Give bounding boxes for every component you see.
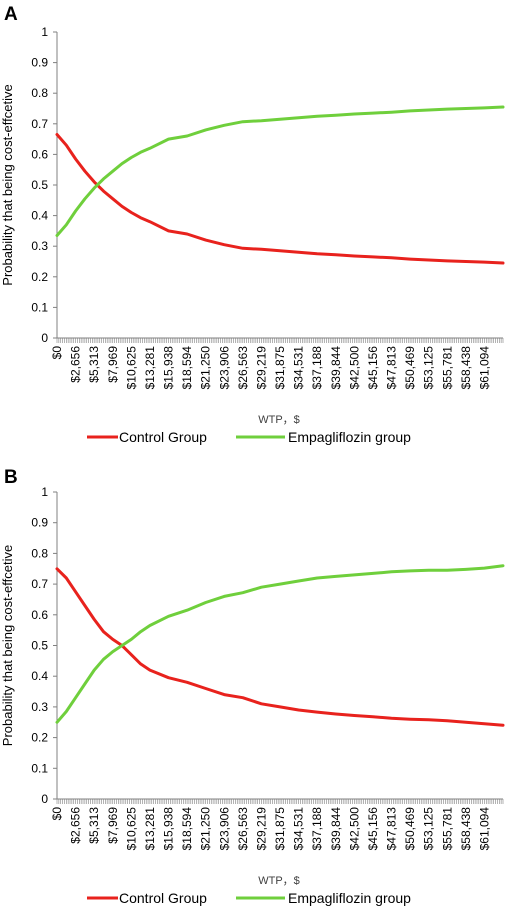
x-tick-label: $31,875	[273, 346, 287, 390]
x-tick-label: $47,813	[385, 346, 399, 390]
x-tick-label: $18,594	[180, 807, 194, 851]
x-tick-label: $55,781	[440, 346, 454, 390]
x-tick-label: $23,906	[217, 346, 231, 390]
x-tick-label: $39,844	[329, 807, 343, 851]
y-tick-label: 0.7	[31, 117, 48, 131]
y-axis-title: Probability that being cost-effcetive	[0, 84, 15, 285]
x-tick-label: $37,188	[310, 807, 324, 851]
y-tick-label: 0.8	[31, 86, 48, 100]
x-tick-label: $34,531	[292, 807, 306, 851]
x-tick-label: $0	[50, 807, 64, 821]
y-tick-label: 0.4	[31, 669, 48, 683]
y-tick-label: 0.4	[31, 209, 48, 223]
x-tick-label: $26,563	[236, 807, 250, 851]
x-tick-label: $18,594	[180, 346, 194, 390]
x-tick-label: $13,281	[143, 346, 157, 390]
x-tick-label: $45,156	[366, 807, 380, 851]
x-tick-label: $10,625	[124, 346, 138, 390]
x-tick-label: $39,844	[329, 346, 343, 390]
x-tick-label: $5,313	[87, 807, 101, 844]
x-tick-label: $10,625	[124, 807, 138, 851]
y-tick-label: 0.1	[31, 761, 48, 775]
x-tick-label: $50,469	[403, 346, 417, 390]
y-tick-label: 0.2	[31, 270, 48, 284]
x-tick-label: $58,438	[459, 346, 473, 390]
x-tick-label: $61,094	[477, 346, 491, 390]
series-line-empagliflozin-group	[55, 564, 505, 724]
y-tick-label: 0.1	[31, 300, 48, 314]
x-tick-label: $42,500	[347, 807, 361, 851]
legend-label: Empagliflozin group	[288, 890, 411, 906]
y-tick-label: 1	[41, 485, 48, 499]
x-tick-label: $55,781	[440, 807, 454, 851]
x-tick-label: $45,156	[366, 346, 380, 390]
y-tick-label: 0.5	[31, 178, 48, 192]
x-axis-title: WTP，$	[258, 875, 300, 887]
panel-label: A	[4, 4, 18, 25]
panel-label: B	[4, 467, 18, 488]
x-axis-title: WTP，$	[258, 414, 300, 426]
x-tick-label: $53,125	[422, 807, 436, 851]
x-tick-label: $37,188	[310, 346, 324, 390]
y-tick-label: 0	[41, 331, 48, 345]
x-tick-label: $2,656	[69, 807, 83, 844]
series-line-control-group	[55, 567, 505, 727]
y-tick-label: 0.2	[31, 731, 48, 745]
x-tick-label: $5,313	[87, 346, 101, 383]
x-tick-label: $15,938	[162, 807, 176, 851]
y-tick-label: 0.6	[31, 608, 48, 622]
y-tick-label: 0.9	[31, 56, 48, 70]
y-tick-label: 1	[41, 25, 48, 39]
x-tick-label: $0	[50, 346, 64, 360]
y-tick-label: 0.7	[31, 577, 48, 591]
y-tick-label: 0.5	[31, 639, 48, 653]
x-tick-label: $42,500	[347, 346, 361, 390]
y-tick-label: 0.6	[31, 147, 48, 161]
x-tick-label: $7,969	[106, 346, 120, 383]
x-tick-label: $31,875	[273, 807, 287, 851]
x-tick-label: $34,531	[292, 346, 306, 390]
chart-panel-b: B 0 0.1 0.2 0.3 0.4 0.5 0.6 0.7 0.8 0.9 1 $0 $2,656 $5…	[0, 467, 505, 906]
legend-label: Empagliflozin group	[288, 429, 411, 445]
x-tick-label: $53,125	[422, 346, 436, 390]
x-tick-label: $61,094	[477, 807, 491, 851]
y-tick-label: 0.9	[31, 516, 48, 530]
legend-label: Control Group	[119, 429, 207, 445]
chart-panel-a: A 0 0.1 0.2 0.3 0.4 0.5 0.6 0.7 0.8 0.9 1 $0 $2,656 $5…	[0, 4, 505, 445]
y-axis-title: Probability that being cost-effcetive	[0, 545, 15, 746]
x-tick-label: $21,250	[199, 346, 213, 390]
x-tick-label: $29,219	[254, 346, 268, 390]
y-tick-label: 0	[41, 792, 48, 806]
x-tick-label: $2,656	[69, 346, 83, 383]
x-tick-label: $47,813	[385, 807, 399, 851]
x-tick-label: $29,219	[254, 807, 268, 851]
x-tick-label: $23,906	[217, 807, 231, 851]
x-tick-label: $50,469	[403, 807, 417, 851]
y-tick-label: 0.3	[31, 700, 48, 714]
x-tick-label: $7,969	[106, 807, 120, 844]
y-tick-label: 0.3	[31, 239, 48, 253]
legend-label: Control Group	[119, 890, 207, 906]
series-line-control-group	[55, 133, 505, 265]
y-tick-label: 0.8	[31, 546, 48, 560]
x-tick-label: $21,250	[199, 807, 213, 851]
series-line-empagliflozin-group	[55, 105, 505, 237]
x-tick-label: $58,438	[459, 807, 473, 851]
x-tick-label: $15,938	[162, 346, 176, 390]
x-tick-label: $13,281	[143, 807, 157, 851]
x-tick-label: $26,563	[236, 346, 250, 390]
